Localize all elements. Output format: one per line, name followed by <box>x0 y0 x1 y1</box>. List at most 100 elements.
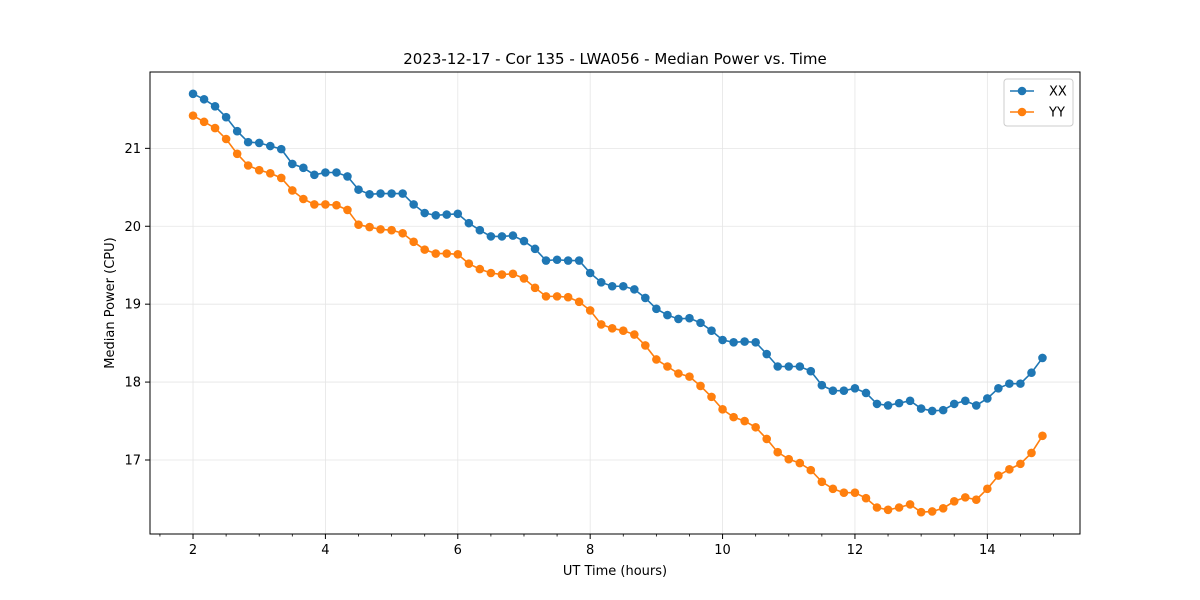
data-point-yy <box>596 320 606 329</box>
data-point-xx <box>453 209 463 219</box>
data-point-xx <box>188 89 198 99</box>
data-point-yy <box>321 200 330 209</box>
data-point-yy <box>464 259 474 268</box>
data-point-yy <box>839 488 849 498</box>
data-point-yy <box>420 245 429 254</box>
data-point-yy <box>1005 465 1014 474</box>
data-point-xx <box>288 159 297 169</box>
data-point-xx <box>971 401 981 410</box>
data-point-yy <box>729 412 738 422</box>
data-point-xx <box>299 163 308 173</box>
data-point-xx <box>839 386 849 395</box>
data-point-yy <box>210 123 220 133</box>
data-point-yy <box>442 249 452 258</box>
legend: XX YY <box>1003 78 1074 127</box>
data-point-xx <box>420 208 429 218</box>
data-point-xx <box>497 232 507 241</box>
x-tick-label: 10 <box>714 543 731 558</box>
data-point-xx <box>530 244 540 254</box>
data-point-yy <box>387 225 396 235</box>
data-point-yy <box>707 392 716 402</box>
series-yy <box>188 111 1047 517</box>
data-point-yy <box>696 381 705 391</box>
data-point-xx <box>630 285 639 294</box>
legend-marker <box>1017 107 1027 117</box>
axis-ticks: 2 4 6 8 10 12 14 17 18 19 20 21 <box>124 142 1054 558</box>
data-point-xx <box>994 384 1003 393</box>
data-point-xx <box>784 362 794 371</box>
data-point-yy <box>497 270 507 279</box>
data-point-yy <box>332 200 341 210</box>
legend-item-yy: YY <box>1010 106 1065 121</box>
data-point-yy <box>288 186 297 195</box>
data-point-yy <box>806 465 816 475</box>
data-point-xx <box>1005 379 1014 388</box>
data-point-xx <box>828 386 838 395</box>
data-point-yy <box>310 200 319 209</box>
data-point-yy <box>751 422 760 432</box>
data-point-yy <box>343 205 352 215</box>
data-point-xx <box>563 256 573 265</box>
data-point-xx <box>1016 379 1025 388</box>
data-point-xx <box>949 399 959 409</box>
data-point-yy <box>630 330 639 339</box>
data-point-xx <box>254 138 264 148</box>
data-point-yy <box>618 326 628 335</box>
data-point-xx <box>685 313 694 323</box>
data-point-xx <box>938 405 948 415</box>
data-point-xx <box>387 189 396 198</box>
data-point-yy <box>850 488 860 498</box>
data-point-xx <box>343 172 352 181</box>
data-point-yy <box>585 306 595 315</box>
data-point-xx <box>883 401 893 410</box>
data-point-xx <box>221 112 231 122</box>
data-point-yy <box>254 165 264 175</box>
data-point-xx <box>983 394 992 403</box>
data-point-yy <box>486 268 496 278</box>
data-point-yy <box>276 173 286 183</box>
data-point-yy <box>1016 459 1025 469</box>
series-layer <box>188 89 1047 517</box>
data-point-yy <box>927 507 937 516</box>
data-point-yy <box>674 369 683 378</box>
data-point-xx <box>817 380 827 390</box>
data-point-xx <box>199 94 209 104</box>
data-point-yy <box>299 194 308 204</box>
data-point-yy <box>365 222 374 232</box>
data-point-xx <box>850 384 860 393</box>
data-point-yy <box>994 471 1003 480</box>
data-point-xx <box>1027 368 1036 378</box>
x-tick-label: 14 <box>979 543 996 558</box>
data-point-yy <box>641 341 650 350</box>
data-point-yy <box>762 434 772 444</box>
data-point-xx <box>795 362 805 371</box>
data-point-yy <box>541 292 551 301</box>
series-xx <box>188 89 1047 416</box>
data-point-yy <box>894 503 904 512</box>
y-tick-label: 21 <box>124 142 141 157</box>
data-point-xx <box>354 185 363 194</box>
plot-frame <box>149 71 1081 535</box>
data-point-xx <box>265 141 275 151</box>
data-point-yy <box>861 493 871 503</box>
data-point-yy <box>905 500 915 509</box>
data-point-xx <box>872 399 882 409</box>
data-point-yy <box>938 503 948 513</box>
data-point-xx <box>740 337 749 346</box>
data-point-xx <box>464 218 474 228</box>
data-point-xx <box>916 404 926 413</box>
data-point-xx <box>321 168 330 177</box>
data-point-yy <box>795 458 805 468</box>
data-point-xx <box>960 396 970 406</box>
data-point-yy <box>188 111 198 120</box>
data-point-xx <box>674 314 683 324</box>
data-point-xx <box>508 231 518 240</box>
grid <box>150 72 1080 534</box>
data-point-yy <box>530 283 540 293</box>
data-point-yy <box>960 493 970 502</box>
data-point-xx <box>751 338 760 347</box>
data-point-yy <box>1038 431 1047 441</box>
data-point-yy <box>971 495 981 505</box>
data-point-xx <box>641 293 650 303</box>
